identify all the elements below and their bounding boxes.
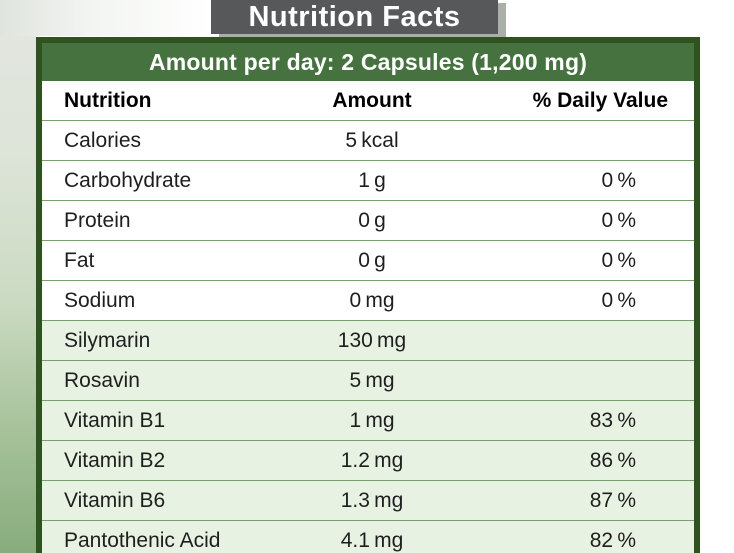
amount-cell: 1.2 mg [340, 448, 404, 472]
page-title: Nutrition Facts [211, 0, 498, 34]
amount-cell: 4.1 mg [340, 528, 404, 552]
daily-value-cell: 0 % [601, 168, 636, 192]
daily-value-cell: 0 % [601, 248, 636, 272]
daily-value-cell: 83 % [589, 408, 636, 432]
amount-cell: 5 mg [349, 368, 395, 392]
table-row: Silymarin 130 mg [42, 321, 694, 361]
nutrition-cell: Vitamin B1 [64, 408, 166, 432]
table-row: Vitamin B6 1.3 mg 87 % [42, 481, 694, 521]
table-row: Rosavin 5 mg [42, 361, 694, 401]
serving-info-band: Amount per day: 2 Capsules (1,200 mg) [42, 43, 694, 81]
nutrition-cell: Protein [64, 208, 131, 232]
daily-value-cell: 86 % [589, 448, 636, 472]
nutrition-cell: Sodium [64, 288, 136, 312]
daily-value-cell: 82 % [589, 528, 636, 552]
table-row: Protein 0 g 0 % [42, 201, 694, 241]
table-row: Carbohydrate 1 g 0 % [42, 161, 694, 201]
nutrition-cell: Pantothenic Acid [64, 528, 221, 552]
column-header-amount: Amount [332, 88, 412, 112]
daily-value-cell: 0 % [601, 208, 636, 232]
column-header-daily-value: % Daily Value [532, 88, 668, 112]
amount-cell: 1 mg [349, 408, 395, 432]
table-row: Fat 0 g 0 % [42, 241, 694, 281]
nutrition-table: Amount per day: 2 Capsules (1,200 mg) Nu… [36, 37, 700, 553]
nutrition-cell: Vitamin B6 [64, 488, 166, 512]
table-row: Vitamin B2 1.2 mg 86 % [42, 441, 694, 481]
amount-cell: 1 g [358, 168, 386, 192]
nutrition-cell: Vitamin B2 [64, 448, 166, 472]
table-row: Calories 5 kcal [42, 121, 694, 161]
nutrition-cell: Silymarin [64, 328, 151, 352]
nutrition-cell: Carbohydrate [64, 168, 192, 192]
amount-cell: 1.3 mg [340, 488, 404, 512]
amount-cell: 0 mg [349, 288, 395, 312]
column-header-nutrition: Nutrition [64, 88, 152, 112]
amount-cell: 5 kcal [345, 128, 399, 152]
nutrition-cell: Fat [64, 248, 95, 272]
daily-value-cell: 0 % [601, 288, 636, 312]
daily-value-cell: 87 % [589, 488, 636, 512]
table-row: Vitamin B1 1 mg 83 % [42, 401, 694, 441]
column-header-row: Nutrition Amount % Daily Value [42, 81, 694, 121]
background-photo-edge [0, 0, 36, 553]
nutrition-cell: Rosavin [64, 368, 140, 392]
background-top-edge [0, 0, 210, 36]
table-body: Calories 5 kcal Carbohydrate 1 g 0 % Protein 0… [42, 121, 694, 553]
table-row: Sodium 0 mg 0 % [42, 281, 694, 321]
amount-cell: 0 g [358, 248, 386, 272]
table-row: Pantothenic Acid 4.1 mg 82 % [42, 521, 694, 553]
amount-cell: 0 g [358, 208, 386, 232]
amount-cell: 130 mg [337, 328, 407, 352]
nutrition-cell: Calories [64, 128, 142, 152]
